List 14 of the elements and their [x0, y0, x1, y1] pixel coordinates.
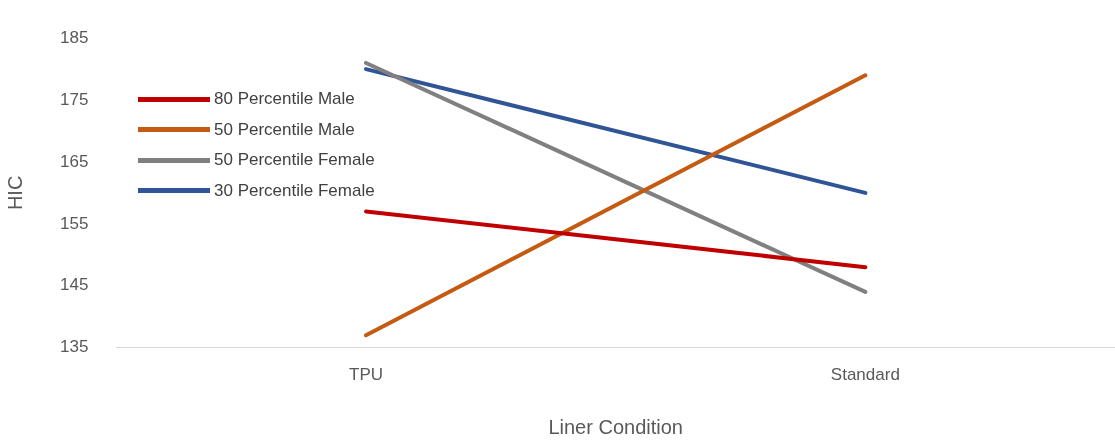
y-tick-label: 185: [59, 27, 89, 47]
x-tick-label: Standard: [830, 365, 900, 385]
y-tick-label: 145: [59, 275, 89, 295]
x-axis-title: Liner Condition: [548, 415, 683, 438]
legend-label: 50 Percentile Male: [214, 119, 355, 140]
legend-label: 30 Percentile Female: [214, 180, 375, 201]
y-tick-label: 165: [59, 151, 89, 171]
legend-label: 50 Percentile Female: [214, 150, 375, 171]
y-axis-title: HIC: [3, 175, 26, 211]
y-tick-label: 175: [59, 89, 89, 109]
x-tick-label: TPU: [349, 365, 384, 385]
y-tick-label: 155: [59, 213, 89, 233]
y-tick-label: 135: [59, 337, 89, 357]
legend-label: 80 Percentile Male: [214, 89, 355, 110]
